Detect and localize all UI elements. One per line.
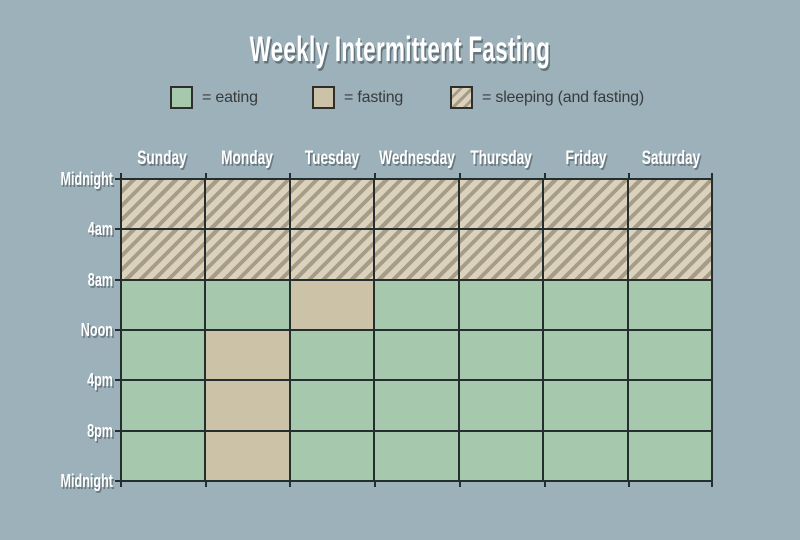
left-tick-6 [115, 480, 120, 482]
cell-wednesday-4am-to-8am [375, 230, 458, 279]
cell-wednesday-noon-to-4pm [375, 330, 458, 380]
top-tick-1 [204, 173, 207, 178]
time-label-1-4am: 4am [87, 219, 113, 240]
cell-monday-4pm-to-8pm [206, 381, 289, 430]
time-label-6-midnight: Midnight [60, 471, 113, 491]
cell-sunday-8am-to-noon [122, 280, 205, 329]
cell-thursday-8pm-to-midnight [459, 431, 543, 480]
legend-label-sleeping: = sleeping (and fasting) [482, 88, 644, 106]
legend-item-sleeping: = sleeping (and fasting) [450, 86, 644, 109]
left-tick-3 [115, 329, 120, 331]
cell-sunday-4am-to-8am [122, 230, 205, 279]
cell-thursday-midnight-to-4am [459, 180, 543, 229]
legend-label-fasting: = fasting [344, 88, 404, 106]
day-label-wednesday: Wednesday [378, 148, 455, 169]
cell-saturday-noon-to-4pm [628, 330, 711, 380]
top-tick-2 [289, 173, 292, 178]
cell-thursday-4pm-to-8pm [459, 381, 543, 430]
cell-friday-8am-to-noon [544, 280, 627, 329]
left-tick-1 [115, 228, 120, 231]
bottom-tick-0 [120, 482, 122, 487]
left-tick-0 [115, 178, 120, 180]
top-tick-4 [458, 173, 461, 178]
cell-tuesday-4am-to-8am [290, 230, 374, 279]
day-label-thursday: Thursday [470, 148, 532, 169]
cell-friday-midnight-to-4am [544, 180, 627, 229]
cell-tuesday-noon-to-4pm [290, 330, 374, 380]
top-tick-7 [711, 173, 713, 178]
cell-sunday-4pm-to-8pm [122, 381, 205, 430]
bottom-tick-3 [374, 482, 377, 487]
cell-sunday-noon-to-4pm [122, 330, 205, 380]
top-tick-5 [543, 173, 546, 178]
top-tick-3 [374, 173, 377, 178]
cell-monday-8am-to-noon [206, 280, 289, 329]
cell-monday-4am-to-8am [206, 230, 289, 279]
bottom-tick-5 [543, 482, 546, 487]
cell-wednesday-midnight-to-4am [375, 180, 458, 229]
day-label-sunday: Sunday [137, 148, 188, 169]
day-label-saturday: Saturday [641, 148, 700, 169]
top-tick-6 [628, 173, 631, 178]
cell-tuesday-8pm-to-midnight [290, 431, 374, 480]
time-label-4-4pm: 4pm [87, 370, 113, 391]
cell-saturday-4am-to-8am [628, 230, 711, 279]
left-tick-5 [115, 429, 120, 432]
cell-friday-8pm-to-midnight [544, 431, 627, 480]
left-tick-2 [115, 278, 120, 281]
cell-saturday-8pm-to-midnight [628, 431, 711, 480]
cell-friday-4am-to-8am [544, 230, 627, 279]
chart-title-text: Weekly Intermittent Fasting [249, 30, 551, 69]
eating-swatch-icon [170, 86, 193, 109]
cell-sunday-8pm-to-midnight [122, 431, 205, 480]
cell-friday-4pm-to-8pm [544, 381, 627, 430]
bottom-tick-2 [289, 482, 292, 487]
cell-friday-noon-to-4pm [544, 330, 627, 380]
bottom-tick-7 [711, 482, 713, 487]
legend-item-eating: = eating [170, 86, 258, 109]
top-tick-0 [120, 173, 122, 178]
day-label-monday: Monday [221, 148, 273, 169]
schedule-grid [120, 178, 713, 482]
cell-thursday-noon-to-4pm [459, 330, 543, 380]
cell-tuesday-8am-to-noon [290, 280, 374, 329]
cell-saturday-8am-to-noon [628, 280, 711, 329]
time-label-5-8pm: 8pm [87, 420, 113, 441]
cell-thursday-8am-to-noon [459, 280, 543, 329]
cell-thursday-4am-to-8am [459, 230, 543, 279]
cell-wednesday-8pm-to-midnight [375, 431, 458, 480]
bottom-tick-4 [458, 482, 461, 487]
cell-saturday-4pm-to-8pm [628, 381, 711, 430]
cell-tuesday-midnight-to-4am [290, 180, 374, 229]
left-tick-4 [115, 379, 120, 382]
chart-title: Weekly Intermittent Fasting [0, 30, 800, 70]
day-label-friday: Friday [565, 148, 607, 169]
time-label-2-8am: 8am [87, 269, 113, 290]
legend-item-fasting: = fasting [312, 86, 403, 109]
day-label-tuesday: Tuesday [304, 148, 360, 169]
cell-tuesday-4pm-to-8pm [290, 381, 374, 430]
time-label-0-midnight: Midnight [60, 169, 113, 189]
bottom-tick-6 [628, 482, 631, 487]
cell-wednesday-8am-to-noon [375, 280, 458, 329]
bottom-tick-1 [204, 482, 207, 487]
cell-sunday-midnight-to-4am [122, 180, 205, 229]
cell-monday-midnight-to-4am [206, 180, 289, 229]
cell-monday-noon-to-4pm [206, 330, 289, 380]
fasting-swatch-icon [312, 86, 335, 109]
sleeping-swatch-icon [450, 86, 473, 109]
time-label-3-noon: Noon [80, 320, 113, 340]
cell-wednesday-4pm-to-8pm [375, 381, 458, 430]
cell-monday-8pm-to-midnight [206, 431, 289, 480]
cell-saturday-midnight-to-4am [628, 180, 711, 229]
legend-label-eating: = eating [202, 88, 258, 106]
